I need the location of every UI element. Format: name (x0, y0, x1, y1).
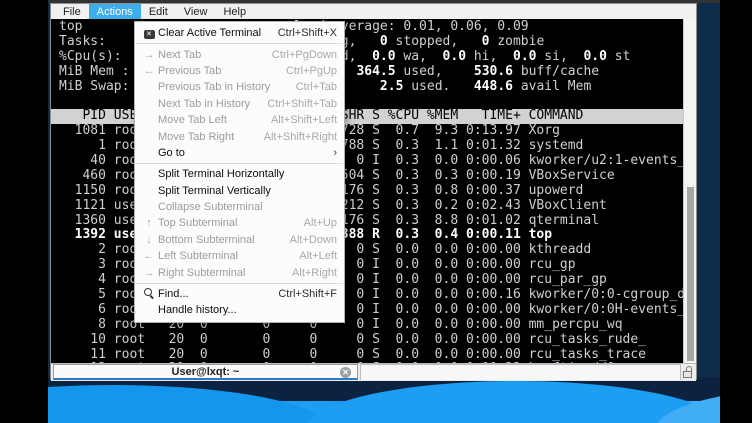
menubar-item-view[interactable]: View (183, 5, 208, 18)
menu-item-split-terminal-vertically[interactable]: Split Terminal Vertically (135, 183, 344, 199)
menu-item-next-tab-in-history: Next Tab in History Ctrl+Shift+Tab (135, 96, 344, 112)
menu-item-label: Clear Active Terminal (158, 27, 262, 40)
menu-item-label: Collapse Subterminal (158, 201, 263, 214)
tab-bar: User@lxqt: ~ ✕ (51, 363, 696, 381)
tab-close-icon[interactable]: ✕ (340, 367, 351, 378)
menu-item-label: Move Tab Left (158, 114, 227, 127)
menu-item-label: Previous Tab (158, 64, 222, 77)
menu-item-label: Bottom Subterminal (158, 233, 255, 246)
menu-item-collapse-subterminal: Collapse Subterminal (135, 199, 344, 215)
menu-separator (136, 282, 343, 284)
menu-item-left-subterminal: ← Left Subterminal Alt+Left (135, 248, 344, 264)
menu-item-shortcut: Ctrl+Shift+X (277, 27, 337, 40)
scrollbar-track[interactable] (683, 19, 696, 363)
menu-item-shortcut: Alt+Down (289, 233, 337, 246)
lock-icon[interactable] (682, 366, 694, 380)
menu-item-shortcut: Alt+Left (299, 250, 337, 263)
menu-item-label: Go to (158, 146, 185, 159)
menu-item-shortcut: Ctrl+PgDown (271, 48, 337, 61)
magnifier-icon (140, 288, 158, 300)
process-row: 8 root 20 0 0 0 0 I 0.0 0.0 0:00.00 mm_p… (59, 316, 623, 332)
actions-menu-popup: ✕ Clear Active Terminal Ctrl+Shift+X → Next … (134, 21, 345, 323)
lock-shackle (686, 366, 692, 372)
screen-top-edge (48, 0, 720, 3)
menu-item-previous-tab-in-history: Previous Tab in History Ctrl+Tab (135, 79, 344, 95)
menu-item-previous-tab: ← Previous Tab Ctrl+PgUp (135, 63, 344, 79)
submenu-arrow-icon: › (333, 146, 337, 159)
menu-item-split-terminal-horizontally[interactable]: Split Terminal Horizontally (135, 166, 344, 182)
menu-item-label: Right Subterminal (158, 266, 246, 279)
process-row: 12 root 20 0 0 0 0 S 0.0 0.0 0:00.22 kso… (51, 362, 683, 363)
menu-item-label: Split Terminal Vertically (158, 184, 271, 197)
arrow-right-icon: → (143, 48, 155, 61)
menu-item-label: Top Subterminal (158, 217, 238, 230)
menu-item-shortcut: Ctrl+Shift+F (278, 288, 337, 301)
process-row: 11 root 20 0 0 0 0 S 0.0 0.0 0:00.00 rcu… (59, 346, 646, 362)
menu-item-clear-active-terminal[interactable]: ✕ Clear Active Terminal Ctrl+Shift+X (135, 25, 344, 41)
menu-item-shortcut: Alt+Up (303, 217, 337, 230)
menu-item-move-tab-right: Move Tab Right Alt+Shift+Right (135, 128, 344, 144)
menu-item-shortcut: Alt+Shift+Left (270, 114, 337, 127)
clear-terminal-icon: ✕ (140, 27, 158, 40)
process-row: 10 root 20 0 0 0 0 S 0.0 0.0 0:00.00 rcu… (59, 331, 646, 347)
arrow-left-icon: ← (143, 64, 155, 77)
menu-item-shortcut: Ctrl+PgUp (285, 64, 337, 77)
qterminal-window: File Actions Edit View Help top load average… (50, 3, 697, 381)
menu-item-label: Left Subterminal (158, 250, 239, 263)
menubar-item-help[interactable]: Help (223, 5, 247, 18)
terminal-tab[interactable]: User@lxqt: ~ ✕ (53, 364, 358, 380)
menu-item-shortcut: Ctrl+Shift+Tab (267, 97, 337, 110)
menu-item-shortcut: Alt+Right (292, 266, 337, 279)
menu-item-top-subterminal: ↑ Top Subterminal Alt+Up (135, 215, 344, 231)
menu-item-label: Split Terminal Horizontally (158, 168, 285, 181)
menu-item-label: Handle history... (158, 304, 237, 317)
menu-item-label: Move Tab Right (158, 130, 235, 143)
wallpaper-bottom-band (48, 377, 720, 423)
menu-item-label: Find... (158, 288, 189, 301)
menu-item-right-subterminal: → Right Subterminal Alt+Right (135, 264, 344, 280)
menu-item-handle-history[interactable]: Handle history... (135, 302, 344, 318)
menu-item-go-to[interactable]: Go to › (135, 145, 344, 161)
menu-item-bottom-subterminal: ↓ Bottom Subterminal Alt+Down (135, 232, 344, 248)
scrollbar-thumb[interactable] (687, 187, 694, 361)
menubar-item-file[interactable]: File (63, 5, 81, 18)
arrow-right-icon: → (143, 266, 155, 279)
menubar-item-edit[interactable]: Edit (148, 5, 168, 18)
arrow-up-icon: ↑ (146, 217, 152, 230)
menu-item-next-tab: → Next Tab Ctrl+PgDown (135, 46, 344, 62)
menu-item-move-tab-left: Move Tab Left Alt+Shift+Left (135, 112, 344, 128)
menu-separator (136, 43, 343, 45)
menu-item-shortcut: Ctrl+Tab (295, 81, 337, 94)
arrow-down-icon: ↓ (146, 233, 152, 246)
menu-separator (136, 163, 343, 165)
arrow-left-icon: ← (143, 250, 155, 263)
tab-bar-empty-space (360, 364, 681, 380)
menu-item-find[interactable]: Find... Ctrl+Shift+F (135, 286, 344, 302)
menu-item-label: Next Tab in History (158, 97, 251, 110)
menubar-item-actions[interactable]: Actions (88, 4, 141, 19)
menu-bar: File Actions Edit View Help (51, 4, 696, 19)
menu-item-label: Previous Tab in History (158, 81, 271, 94)
menu-item-shortcut: Alt+Shift+Right (263, 130, 337, 143)
menu-item-label: Next Tab (158, 48, 202, 61)
lock-body (683, 371, 692, 378)
tab-label: User@lxqt: ~ (171, 365, 240, 378)
